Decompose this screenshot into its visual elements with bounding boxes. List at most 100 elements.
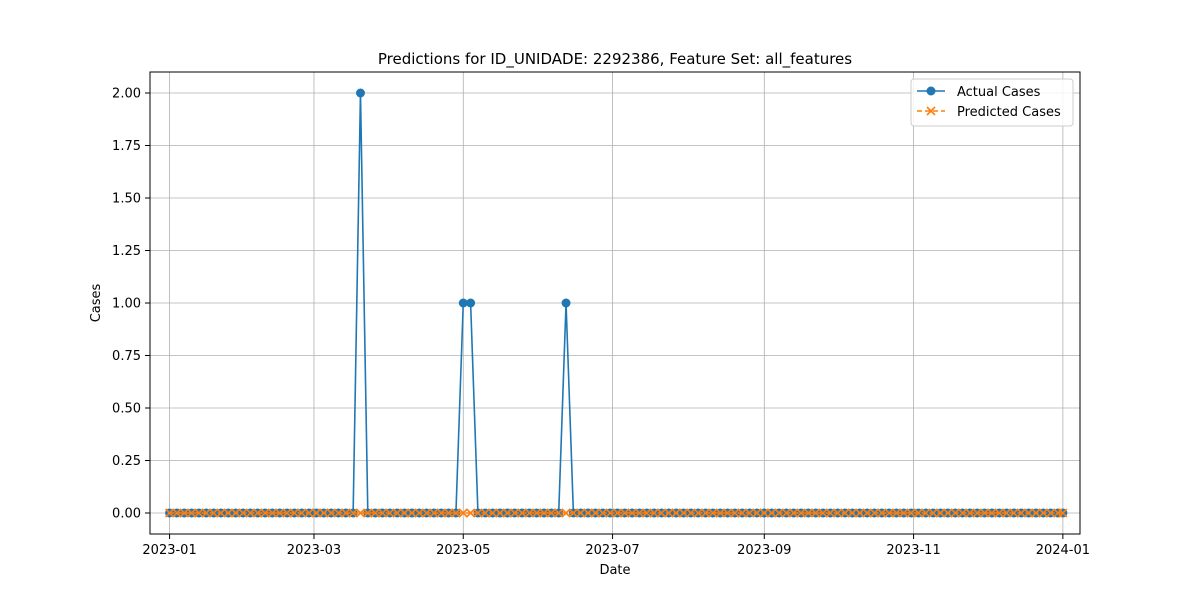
data-point	[921, 508, 931, 518]
data-point	[847, 508, 857, 518]
legend-predicted-label: Predicted Cases	[957, 105, 1061, 120]
data-point	[341, 508, 351, 518]
data-point	[745, 508, 755, 518]
data-point	[216, 508, 226, 518]
data-point	[201, 508, 211, 518]
data-point	[172, 508, 182, 518]
y-tick-label: 2.00	[112, 87, 141, 102]
x-tick-label: 2023-09	[737, 543, 791, 558]
data-point	[319, 508, 329, 518]
data-point	[708, 508, 718, 518]
data-point	[568, 508, 578, 518]
data-point	[289, 508, 299, 518]
data-point	[502, 508, 512, 518]
data-point	[979, 508, 990, 518]
data-point	[209, 508, 219, 518]
data-point	[627, 508, 637, 518]
data-point	[187, 508, 197, 518]
data-point	[840, 508, 850, 518]
data-point	[664, 508, 674, 518]
data-point	[877, 508, 887, 518]
data-point	[473, 508, 483, 518]
data-point	[231, 508, 241, 518]
data-point	[678, 508, 689, 518]
data-point	[891, 508, 902, 518]
data-point	[444, 508, 454, 518]
data-point	[414, 508, 424, 518]
data-point	[605, 508, 615, 518]
data-point	[634, 508, 645, 518]
data-point	[649, 508, 659, 518]
data-point	[994, 508, 1004, 518]
data-point	[987, 508, 997, 518]
data-point	[407, 508, 417, 518]
data-point	[906, 508, 916, 518]
y-tick-label: 1.00	[112, 297, 141, 312]
y-tick-label: 1.25	[112, 244, 141, 259]
data-point	[436, 508, 446, 518]
data-point	[1024, 508, 1034, 518]
data-point	[253, 508, 263, 518]
data-point	[1002, 508, 1012, 518]
data-point	[1046, 508, 1056, 518]
data-point	[671, 508, 681, 518]
data-point	[179, 508, 189, 518]
data-point	[429, 508, 439, 518]
y-tick-label: 0.00	[112, 507, 141, 522]
data-point	[348, 508, 358, 518]
data-point	[789, 508, 799, 518]
data-point	[363, 508, 373, 518]
data-point	[833, 508, 843, 518]
legend-actual-marker	[926, 86, 936, 96]
data-point	[855, 508, 865, 518]
data-point	[510, 508, 520, 518]
data-point	[700, 508, 711, 518]
series-area	[165, 88, 1068, 518]
y-axis-label: Cases	[89, 283, 104, 322]
x-tick-label: 2023-11	[886, 543, 940, 558]
data-point	[950, 508, 960, 518]
data-point	[598, 508, 608, 518]
data-point	[194, 508, 204, 518]
data-point	[304, 508, 314, 518]
legend-predicted-marker	[926, 106, 936, 116]
data-point	[377, 508, 388, 518]
data-point	[774, 508, 784, 518]
data-point	[884, 508, 894, 518]
data-point	[561, 298, 571, 308]
data-point	[576, 508, 586, 518]
y-tick-label: 1.75	[112, 139, 141, 154]
data-point	[165, 508, 175, 518]
x-tick-label: 2024-01	[1036, 543, 1090, 558]
data-point	[899, 508, 909, 518]
data-point	[546, 508, 556, 518]
data-point	[737, 508, 747, 518]
series-predicted	[165, 508, 1068, 518]
y-tick-label: 0.25	[112, 454, 141, 469]
x-tick-label: 2023-01	[142, 543, 196, 558]
legend-actual-label: Actual Cases	[957, 85, 1041, 100]
data-point	[1009, 508, 1019, 518]
data-point	[752, 508, 762, 518]
data-point	[767, 508, 777, 518]
data-point	[260, 508, 270, 518]
y-tick-label: 0.50	[112, 402, 141, 417]
data-point	[517, 508, 527, 518]
data-point	[399, 508, 410, 518]
data-point	[1031, 508, 1041, 518]
data-point	[223, 508, 233, 518]
data-point	[275, 508, 285, 518]
y-tick-label: 1.50	[112, 192, 141, 207]
data-point	[972, 508, 982, 518]
data-point	[957, 508, 968, 518]
x-tick-label: 2023-05	[436, 543, 490, 558]
data-point	[539, 508, 549, 518]
data-point	[869, 508, 879, 518]
data-point	[913, 508, 924, 518]
data-point	[862, 508, 872, 518]
data-point	[612, 508, 623, 518]
data-point	[282, 508, 292, 518]
data-point	[480, 508, 490, 518]
data-point	[796, 508, 806, 518]
data-point	[825, 508, 835, 518]
